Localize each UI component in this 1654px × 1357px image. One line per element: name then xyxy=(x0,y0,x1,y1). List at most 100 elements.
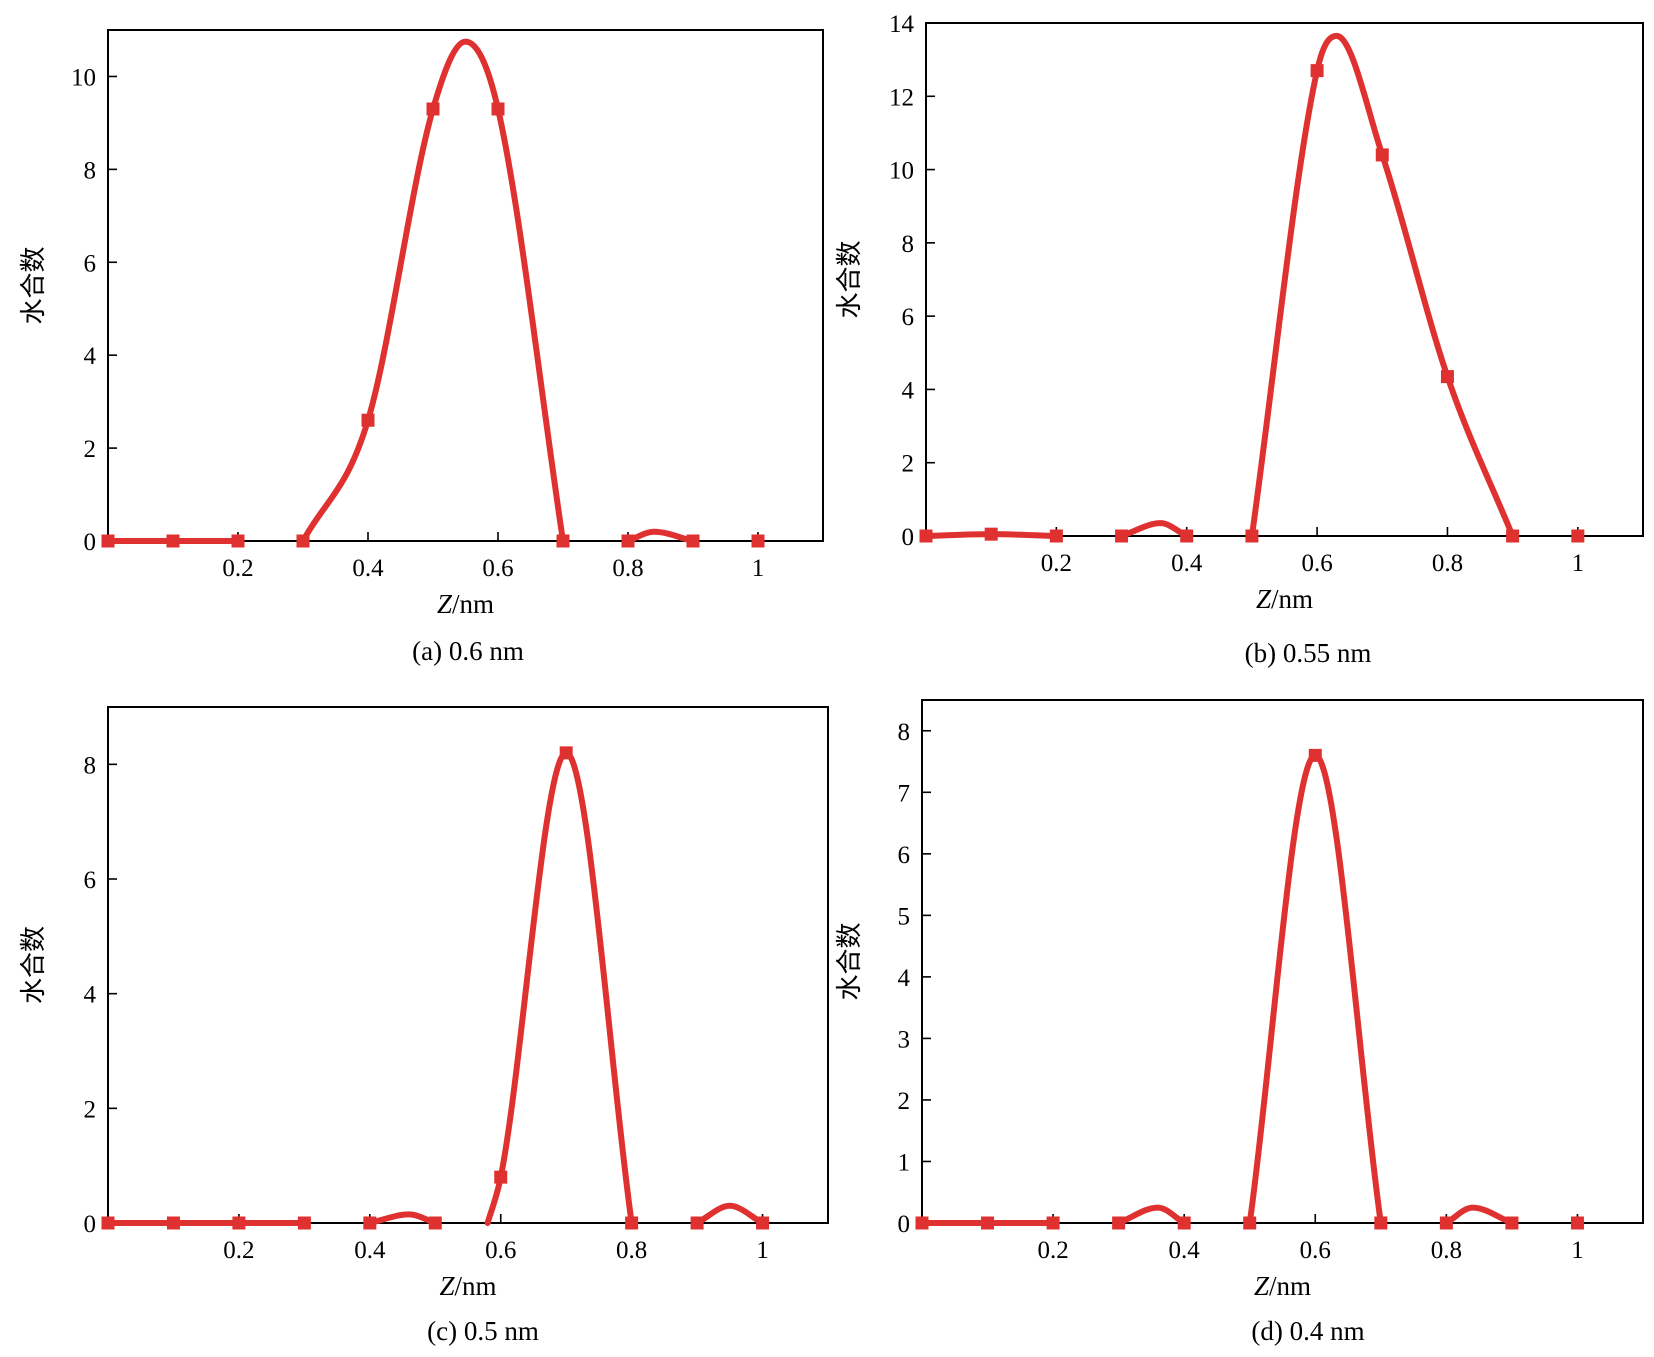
y-tick-label: 2 xyxy=(902,451,915,478)
series-line xyxy=(625,528,696,544)
data-point-marker xyxy=(756,1216,770,1230)
x-tick-label: 0.8 xyxy=(616,1237,647,1264)
y-tick-label: 10 xyxy=(889,158,914,185)
data-point-marker xyxy=(1310,64,1324,78)
data-point-marker xyxy=(1571,529,1585,543)
x-axis-label-variable: Z xyxy=(439,1271,455,1301)
data-point-marker xyxy=(686,534,700,548)
data-point-marker xyxy=(428,1216,442,1230)
panel-d: (d) 0.4 nm 0.2 0.4 0.6 0.8 1 0 1 2 3 4 5 6 7 8 Z/nm 水合数 xyxy=(835,699,1644,1346)
x-axis-label-variable: Z xyxy=(1254,1271,1270,1301)
y-tick-label: 14 xyxy=(889,11,915,38)
x-tick-label: 1 xyxy=(756,1237,769,1264)
x-axis-label-variable: Z xyxy=(437,589,453,619)
x-tick-label: 0.4 xyxy=(1169,1237,1201,1264)
y-tick-label: 2 xyxy=(84,1096,97,1123)
data-point-marker xyxy=(1374,1216,1388,1230)
data-point-marker xyxy=(494,1170,508,1184)
x-axis-label-unit: /nm xyxy=(1269,1271,1311,1301)
data-point-marker xyxy=(984,527,998,541)
panel-caption: (d) 0.4 nm xyxy=(1251,1316,1364,1346)
data-point-marker xyxy=(751,534,765,548)
x-tick-label: 0.2 xyxy=(223,1237,254,1264)
y-tick-label: 5 xyxy=(898,903,911,930)
data-point-marker xyxy=(1046,1216,1060,1230)
data-point-marker xyxy=(166,534,180,548)
data-point-marker xyxy=(919,529,933,543)
y-tick-label: 10 xyxy=(71,64,96,91)
y-tick-label: 4 xyxy=(84,982,97,1009)
data-point-marker xyxy=(231,534,245,548)
x-axis-label-unit: /nm xyxy=(455,1271,497,1301)
x-tick-label: 1 xyxy=(752,555,765,582)
data-point-marker xyxy=(1439,1216,1453,1230)
plot-frame xyxy=(107,29,824,542)
x-tick-label: 0.6 xyxy=(1300,1237,1331,1264)
y-tick-label: 6 xyxy=(902,304,915,331)
data-point-marker xyxy=(361,413,375,427)
data-point-marker xyxy=(1570,1216,1584,1230)
data-point-marker xyxy=(556,534,570,548)
data-point-marker xyxy=(491,102,505,116)
y-tick-label: 6 xyxy=(84,867,97,894)
data-point-marker xyxy=(1177,1216,1191,1230)
y-tick-label: 4 xyxy=(84,343,97,370)
data-point-marker xyxy=(1112,1216,1126,1230)
y-tick-label: 8 xyxy=(898,719,911,746)
x-tick-label: 0.6 xyxy=(1301,550,1332,577)
x-tick-label: 0.4 xyxy=(354,1237,386,1264)
data-point-marker xyxy=(1049,529,1063,543)
series-line xyxy=(694,1202,766,1226)
data-point-marker xyxy=(981,1216,995,1230)
panel-c: (c) 0.5 nm 0.2 0.4 0.6 0.8 1 0 2 4 6 8 Z/nm 水合数 xyxy=(19,706,829,1346)
x-tick-label: 0.8 xyxy=(612,555,643,582)
panel-caption: (c) 0.5 nm xyxy=(427,1316,539,1346)
y-tick-label: 2 xyxy=(84,436,97,463)
series-line xyxy=(1443,1204,1515,1226)
series-line xyxy=(1115,1204,1188,1226)
data-point-marker xyxy=(690,1216,704,1230)
series-line xyxy=(1246,752,1384,1226)
y-tick-label: 0 xyxy=(898,1211,911,1238)
x-tick-label: 0.6 xyxy=(485,1237,516,1264)
x-tick-label: 1 xyxy=(1571,1237,1584,1264)
series-line xyxy=(366,1211,439,1226)
y-tick-label: 0 xyxy=(902,524,915,551)
panel-caption: (a) 0.6 nm xyxy=(412,636,524,666)
data-point-marker xyxy=(297,1216,311,1230)
data-point-marker xyxy=(625,1216,639,1230)
x-tick-label: 0.2 xyxy=(1041,550,1072,577)
y-axis-label: 水合数 xyxy=(19,246,48,324)
y-axis-label: 水合数 xyxy=(835,240,864,318)
y-tick-label: 8 xyxy=(84,157,97,184)
data-point-marker xyxy=(1115,529,1129,543)
panel-b: (b) 0.55 nm 0.2 0.4 0.6 0.8 102468101214Z/nm… xyxy=(835,11,1644,668)
x-axis-label: Z/nm xyxy=(1254,1271,1311,1301)
y-tick-label: 3 xyxy=(898,1026,911,1053)
x-tick-label: 0.6 xyxy=(482,555,513,582)
data-point-marker xyxy=(426,102,440,116)
data-point-marker xyxy=(296,534,310,548)
data-point-marker xyxy=(559,746,573,760)
y-tick-label: 4 xyxy=(898,965,911,992)
y-tick-label: 6 xyxy=(84,250,97,277)
y-tick-label: 6 xyxy=(898,842,911,869)
x-tick-label: 0.8 xyxy=(1431,1237,1462,1264)
x-tick-label: 1 xyxy=(1572,550,1585,577)
series-line xyxy=(300,38,566,544)
x-tick-label: 0.2 xyxy=(222,555,253,582)
x-tick-label: 0.4 xyxy=(1171,550,1203,577)
data-point-marker xyxy=(166,1216,180,1230)
x-axis-label: Z/nm xyxy=(439,1271,496,1301)
data-point-marker xyxy=(101,1216,115,1230)
series-line xyxy=(1248,32,1516,539)
x-axis-label-unit: /nm xyxy=(1271,584,1313,614)
data-point-marker xyxy=(1243,1216,1257,1230)
y-tick-label: 4 xyxy=(902,377,915,404)
y-axis-label: 水合数 xyxy=(19,926,48,1004)
data-point-marker xyxy=(1505,1216,1519,1230)
y-axis-label: 水合数 xyxy=(835,922,864,1000)
data-point-marker xyxy=(1180,529,1194,543)
x-axis-label-unit: /nm xyxy=(452,589,494,619)
